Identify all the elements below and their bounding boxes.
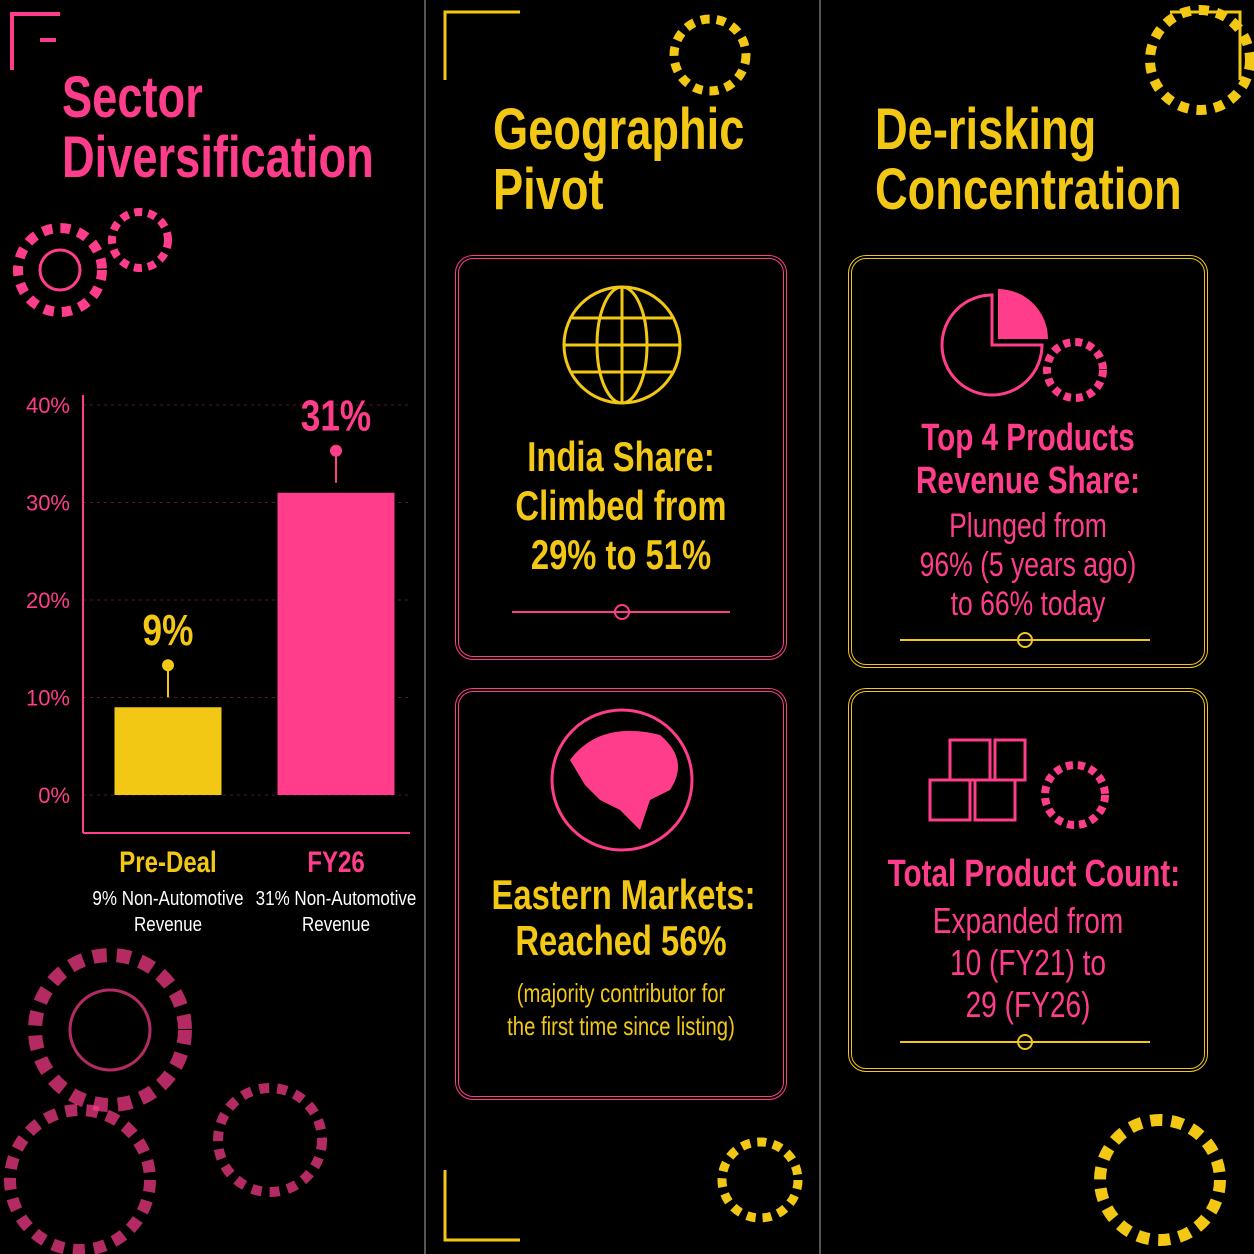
pie-icon bbox=[940, 289, 1107, 402]
card-line: 29% to 51% bbox=[530, 531, 712, 578]
bar bbox=[114, 707, 222, 795]
category-note: 31% Non-Automotive Revenue bbox=[255, 888, 417, 936]
panel-title: Sector Diversification bbox=[62, 65, 374, 190]
card-line: Top 4 Products bbox=[921, 417, 1135, 459]
card-rule-dot bbox=[614, 604, 630, 620]
card-text: Total Product Count: bbox=[848, 852, 1208, 896]
y-tick-label: 0% bbox=[38, 783, 70, 808]
card-text: Eastern Markets: Reached 56% bbox=[455, 872, 787, 964]
card bbox=[848, 255, 1208, 668]
category-note: 9% Non-Automotive Revenue bbox=[92, 888, 244, 936]
value-label: 31% bbox=[301, 392, 371, 441]
card bbox=[455, 255, 787, 660]
panel-title: De-risking Concentration bbox=[875, 97, 1182, 222]
value-dot bbox=[162, 659, 174, 672]
card bbox=[848, 688, 1208, 1072]
gear-deco bbox=[4, 5, 1254, 1254]
globe-icon bbox=[562, 285, 682, 405]
y-tick-label: 30% bbox=[26, 491, 70, 516]
card-line: to 66% today bbox=[950, 585, 1106, 623]
card-line: Revenue Share: bbox=[915, 460, 1141, 502]
card-note: Expanded from 10 (FY21) to 29 (FY26) bbox=[848, 900, 1208, 1026]
value-label: 9% bbox=[143, 607, 194, 656]
boxes-icon bbox=[928, 738, 1109, 829]
card-rule-dot bbox=[1017, 1034, 1033, 1050]
value-dot bbox=[330, 444, 342, 457]
y-tick-label: 10% bbox=[26, 686, 70, 711]
corner-deco bbox=[1170, 10, 1242, 80]
card-line: (majority contributor for bbox=[516, 978, 726, 1008]
corner-deco bbox=[443, 10, 520, 80]
card-line: 96% (5 years ago) bbox=[919, 546, 1137, 584]
card-line: 10 (FY21) to bbox=[949, 942, 1107, 983]
asia-globe-icon bbox=[550, 708, 694, 852]
x-tick-label: FY26 bbox=[307, 846, 365, 879]
card-text: Top 4 Products Revenue Share: bbox=[848, 417, 1208, 503]
card-text: India Share: Climbed from 29% to 51% bbox=[455, 432, 787, 579]
card-line: 29 (FY26) bbox=[965, 984, 1091, 1025]
x-tick-label: Pre-Deal bbox=[119, 846, 217, 879]
card-line: Climbed from bbox=[515, 482, 727, 529]
card-note: (majority contributor for the first time… bbox=[455, 977, 787, 1043]
card-rule-dot bbox=[1017, 632, 1033, 648]
card-line: Total Product Count: bbox=[887, 853, 1181, 895]
corner-deco bbox=[443, 1170, 520, 1242]
card-note: Plunged from 96% (5 years ago) to 66% to… bbox=[848, 507, 1208, 624]
y-tick-label: 20% bbox=[26, 588, 70, 613]
card-line: the first time since listing) bbox=[507, 1011, 735, 1041]
panel-title: Geographic Pivot bbox=[493, 97, 745, 222]
corner-deco bbox=[10, 12, 60, 70]
card-line: Reached 56% bbox=[515, 917, 727, 964]
card bbox=[455, 688, 787, 1100]
card-line: Eastern Markets: bbox=[491, 871, 756, 918]
bar bbox=[277, 492, 395, 795]
card-line: India Share: bbox=[527, 433, 715, 480]
card-line: Plunged from bbox=[949, 507, 1107, 545]
card-line: Expanded from bbox=[932, 900, 1124, 941]
y-tick-label: 40% bbox=[26, 393, 70, 418]
